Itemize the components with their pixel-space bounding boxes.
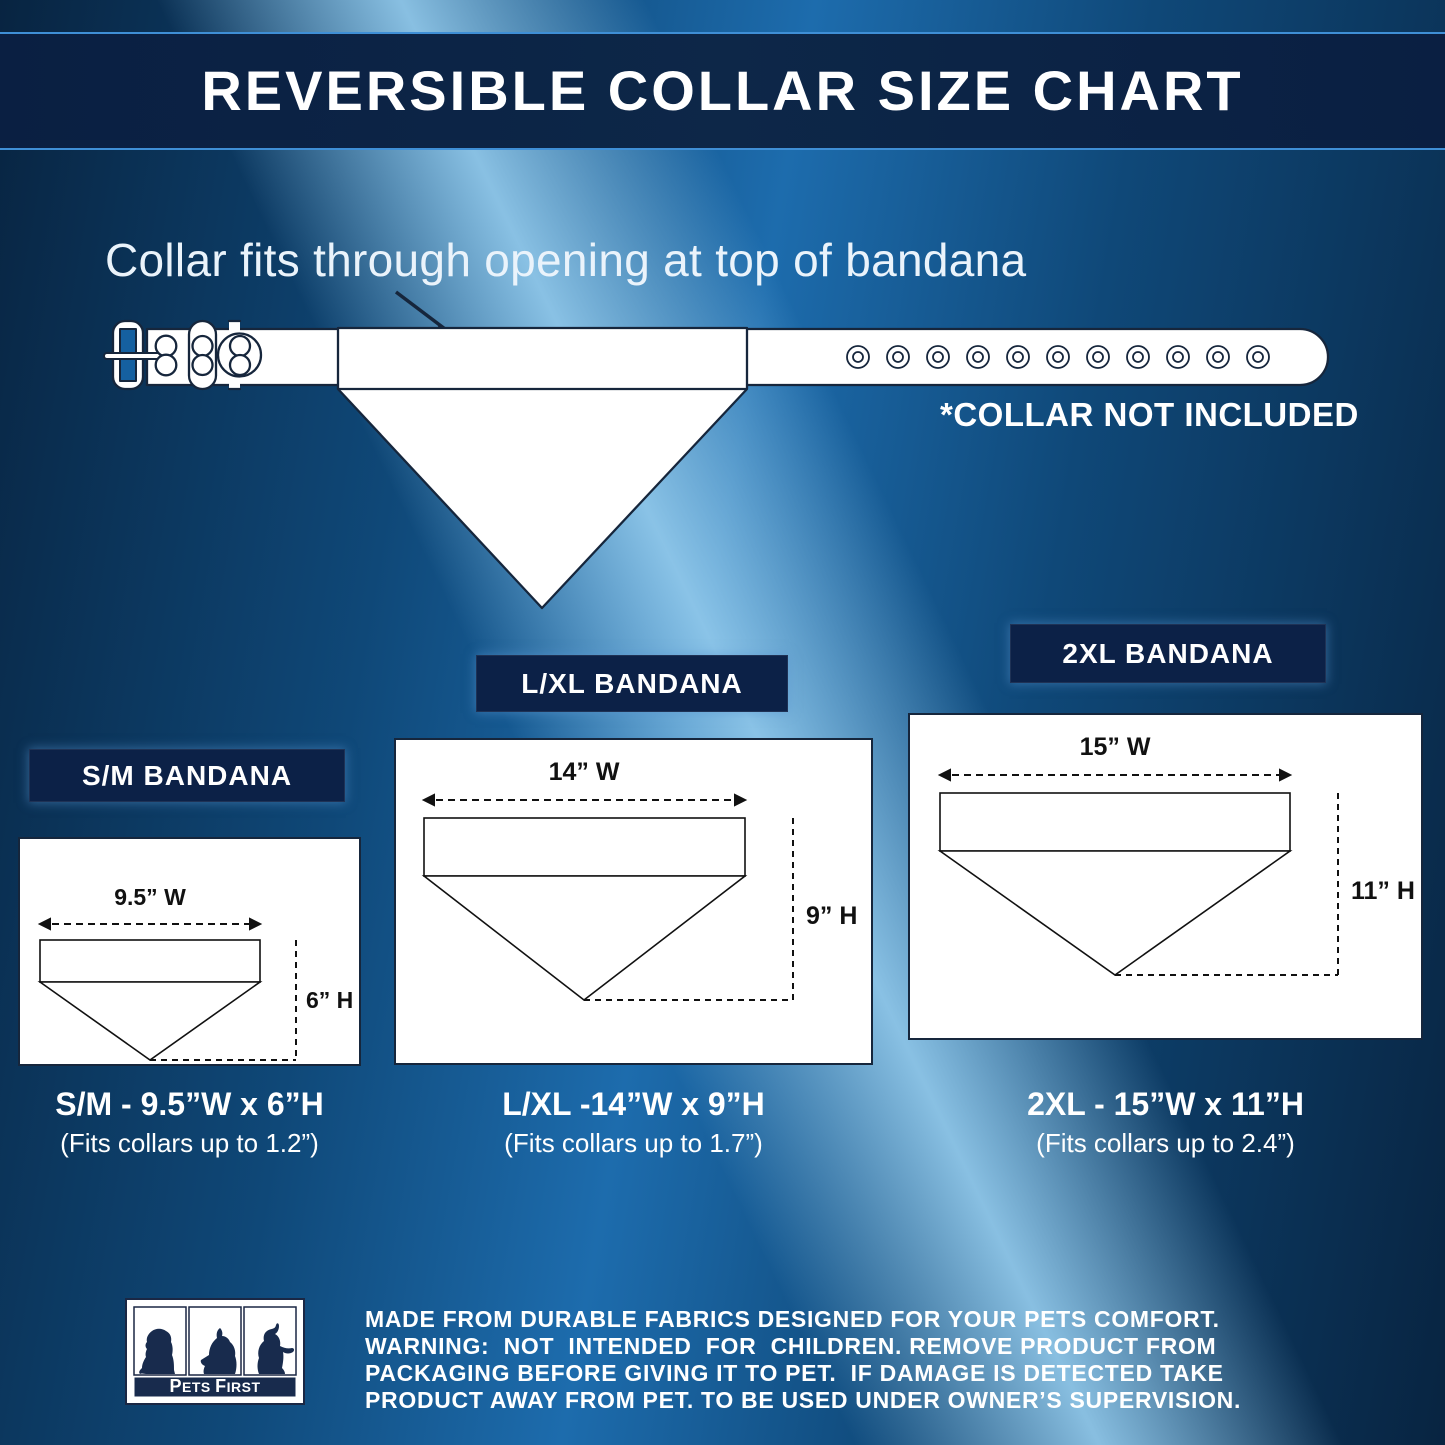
svg-text:14” W: 14” W bbox=[549, 758, 620, 786]
svg-text:9.5” W: 9.5” W bbox=[114, 884, 186, 910]
svg-text:PETS FIRST: PETS FIRST bbox=[169, 1376, 260, 1396]
svg-text:11” H: 11” H bbox=[1351, 877, 1415, 905]
svg-text:6” H: 6” H bbox=[306, 987, 353, 1013]
svg-text:15” W: 15” W bbox=[1080, 733, 1151, 761]
svg-text:9” H: 9” H bbox=[806, 902, 857, 930]
